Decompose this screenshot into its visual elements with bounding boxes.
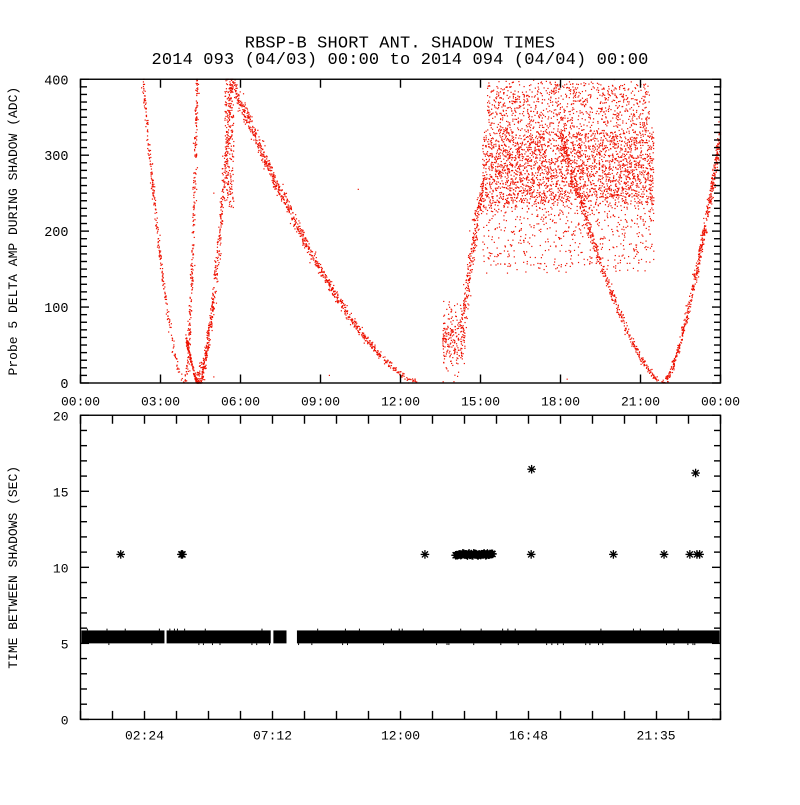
svg-text:2014 093 (04/03) 00:00 to 2014: 2014 093 (04/03) 00:00 to 2014 094 (04/0…	[152, 51, 649, 70]
